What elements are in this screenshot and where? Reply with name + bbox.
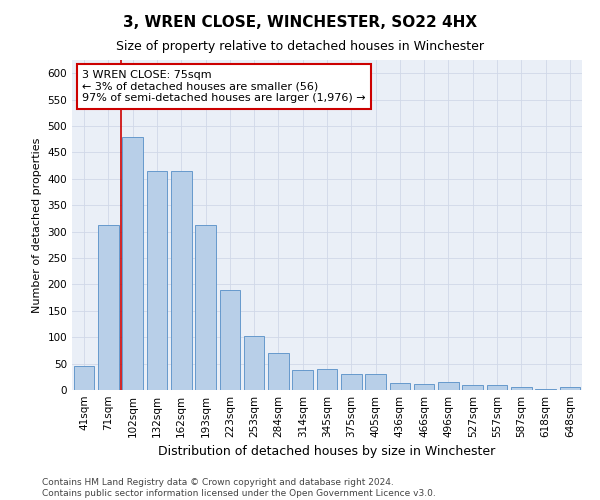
Bar: [122, 136, 143, 390]
Bar: [365, 374, 386, 390]
Y-axis label: Number of detached properties: Number of detached properties: [32, 138, 42, 312]
Bar: [317, 369, 337, 390]
Bar: [511, 387, 532, 390]
Text: Contains HM Land Registry data © Crown copyright and database right 2024.
Contai: Contains HM Land Registry data © Crown c…: [42, 478, 436, 498]
Bar: [146, 171, 167, 390]
Bar: [389, 382, 410, 390]
Text: 3 WREN CLOSE: 75sqm
← 3% of detached houses are smaller (56)
97% of semi-detache: 3 WREN CLOSE: 75sqm ← 3% of detached hou…: [82, 70, 366, 103]
Text: Size of property relative to detached houses in Winchester: Size of property relative to detached ho…: [116, 40, 484, 53]
Bar: [98, 226, 119, 390]
Bar: [341, 374, 362, 390]
Bar: [438, 382, 459, 390]
Bar: [74, 366, 94, 390]
Text: 3, WREN CLOSE, WINCHESTER, SO22 4HX: 3, WREN CLOSE, WINCHESTER, SO22 4HX: [123, 15, 477, 30]
Bar: [414, 384, 434, 390]
Bar: [244, 336, 265, 390]
Bar: [463, 384, 483, 390]
Bar: [220, 290, 240, 390]
X-axis label: Distribution of detached houses by size in Winchester: Distribution of detached houses by size …: [158, 446, 496, 458]
Bar: [560, 388, 580, 390]
Bar: [292, 370, 313, 390]
Bar: [195, 226, 216, 390]
Bar: [171, 171, 191, 390]
Bar: [487, 384, 508, 390]
Bar: [268, 353, 289, 390]
